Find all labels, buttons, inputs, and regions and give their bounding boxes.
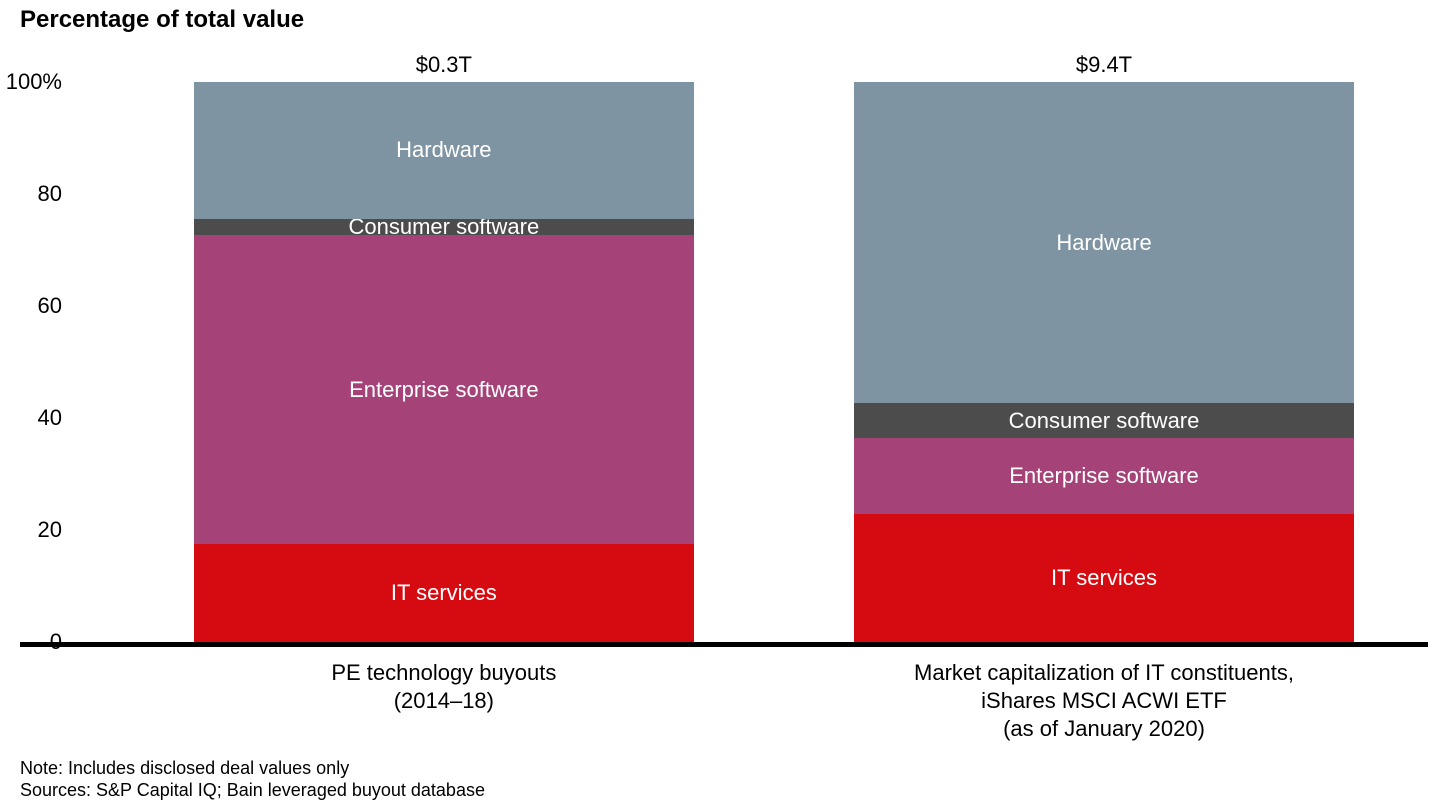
segment-label: Enterprise software xyxy=(349,377,539,403)
segment-hardware: Hardware xyxy=(854,82,1354,403)
x-category-label-line: PE technology buyouts xyxy=(194,659,694,687)
segment-label: IT services xyxy=(1051,565,1157,591)
y-tick-label: 60 xyxy=(2,293,62,319)
segment-hardware: Hardware xyxy=(194,82,694,219)
footnote-sources: Sources: S&P Capital IQ; Bain leveraged … xyxy=(20,780,485,801)
footnote-note: Note: Includes disclosed deal values onl… xyxy=(20,758,349,779)
y-tick-label: 0 xyxy=(2,629,62,655)
x-category-label-line: (as of January 2020) xyxy=(854,715,1354,743)
segment-label: Hardware xyxy=(1056,230,1151,256)
x-category-label-line: Market capitalization of IT constituents… xyxy=(854,659,1354,687)
segment-enterprise-software: Enterprise software xyxy=(854,438,1354,514)
y-tick-label: 100% xyxy=(2,69,62,95)
segment-consumer-software: Consumer software xyxy=(854,403,1354,438)
segment-it-services: IT services xyxy=(854,514,1354,642)
segment-it-services: IT services xyxy=(194,544,694,642)
y-tick-label: 40 xyxy=(2,405,62,431)
segment-enterprise-software: Enterprise software xyxy=(194,235,694,544)
x-category-label-line: iShares MSCI ACWI ETF xyxy=(854,687,1354,715)
stacked-bar-pe-tech-buyouts: IT services Enterprise software Consumer s… xyxy=(194,82,694,642)
stacked-bar-msci-acwi-it: IT services Enterprise software Consumer s… xyxy=(854,82,1354,642)
y-tick-label: 20 xyxy=(2,517,62,543)
chart-container: Percentage of total value 0 20 40 60 80 100% $… xyxy=(0,0,1440,810)
chart-title: Percentage of total value xyxy=(20,6,304,34)
x-category-label-line: (2014–18) xyxy=(194,687,694,715)
segment-label: Enterprise software xyxy=(1009,463,1199,489)
x-category-label: Market capitalization of IT constituents… xyxy=(854,659,1354,743)
segment-consumer-software: Consumer software xyxy=(194,219,694,236)
bar-total-label: $9.4T xyxy=(854,52,1354,78)
segment-label: IT services xyxy=(391,580,497,606)
segment-label: Consumer software xyxy=(1009,408,1200,434)
x-axis-line xyxy=(20,642,1428,647)
segment-label: Hardware xyxy=(396,137,491,163)
bar-total-label: $0.3T xyxy=(194,52,694,78)
x-category-label: PE technology buyouts(2014–18) xyxy=(194,659,694,715)
y-tick-label: 80 xyxy=(2,181,62,207)
